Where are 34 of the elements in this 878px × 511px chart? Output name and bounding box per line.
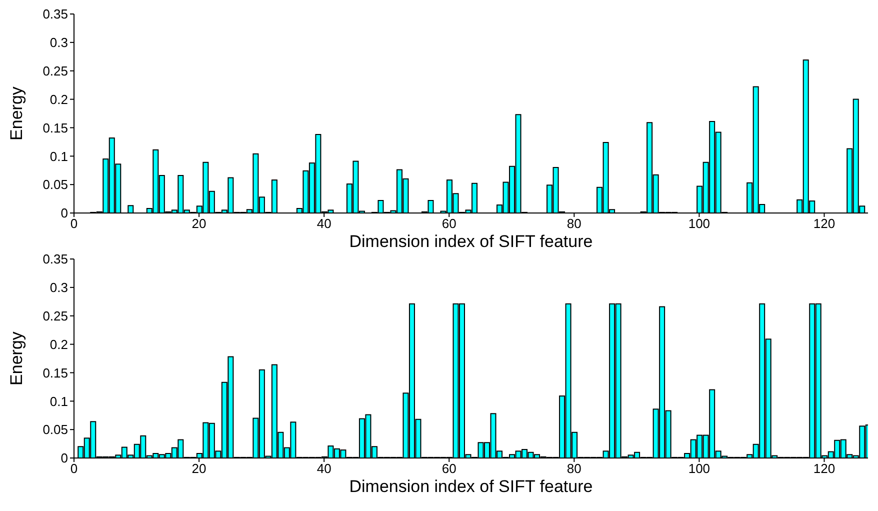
x-tick-label: 60 xyxy=(442,216,456,232)
x-tick-label: 40 xyxy=(316,216,332,232)
y-tick-label: 0 xyxy=(60,206,68,221)
x-tick-label: 60 xyxy=(442,461,456,476)
y-tick-label: 0.05 xyxy=(42,177,68,192)
x-tick-label: 0 xyxy=(70,461,78,476)
y-tick-label: 0.2 xyxy=(50,92,68,107)
x-tick-label: 80 xyxy=(566,461,582,476)
y-tick-label: 0.15 xyxy=(42,120,68,136)
x-tick-label: 120 xyxy=(813,216,836,232)
y-tick-label: 0.25 xyxy=(42,63,68,78)
x-tick-label: 0 xyxy=(70,216,78,232)
y-tick-label: 0.25 xyxy=(42,308,68,324)
x-axis-title: Dimension index of SIFT feature xyxy=(349,232,593,251)
y-tick-label: 0.05 xyxy=(42,422,68,438)
x-tick-label: 80 xyxy=(566,216,582,232)
y-tick-label: 0.2 xyxy=(50,336,68,352)
y-tick-label: 0.1 xyxy=(50,394,68,409)
y-tick-label: 0.3 xyxy=(50,280,68,296)
x-tick-label: 40 xyxy=(316,461,332,476)
y-axis-title: Energy xyxy=(7,86,26,140)
x-tick-label: 100 xyxy=(688,216,710,232)
x-tick-label: 20 xyxy=(192,461,206,476)
y-tick-label: 0.35 xyxy=(42,252,68,267)
y-tick-label: 0 xyxy=(60,450,68,466)
y-axis-title: Energy xyxy=(7,331,26,386)
x-tick-label: 20 xyxy=(192,216,206,232)
y-tick-label: 0.3 xyxy=(50,35,68,50)
y-tick-label: 0.35 xyxy=(42,6,68,22)
y-tick-label: 0.1 xyxy=(50,148,68,164)
y-tick-label: 0.15 xyxy=(42,365,68,380)
x-axis-title: Dimension index of SIFT feature xyxy=(349,477,593,496)
x-tick-label: 120 xyxy=(813,461,836,476)
x-tick-label: 100 xyxy=(688,461,710,476)
